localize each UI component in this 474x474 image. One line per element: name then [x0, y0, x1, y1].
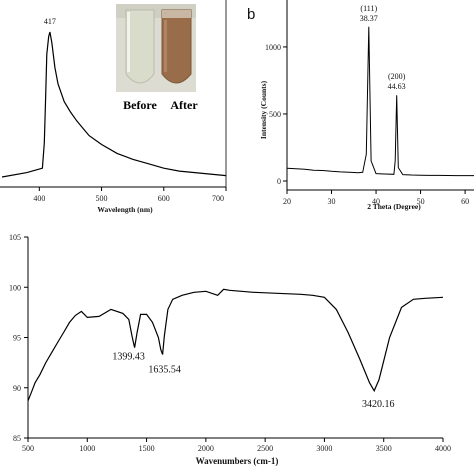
- ftir-y-tick-label: 90: [13, 384, 21, 393]
- ftir-x-tick-label: 500: [22, 444, 34, 453]
- ftir-x-tick-label: 3000: [316, 444, 332, 453]
- uvvis-peak-label: 417: [44, 17, 56, 26]
- xrd-panel-tag: b: [247, 6, 255, 23]
- xrd-x-tick-label: 20: [283, 197, 291, 206]
- tube-before: [125, 9, 155, 84]
- xrd-peak-angle-label: 38.37: [360, 14, 378, 23]
- ftir-y-tick-label: 100: [9, 283, 21, 292]
- xrd-peak-index-label: (200): [388, 72, 406, 81]
- ftir-peak-label: 1399.43: [112, 352, 145, 363]
- inset-photo: [116, 4, 196, 92]
- ftir-x-tick-label: 4000: [435, 444, 451, 453]
- xrd-y-tick-label: 1000: [265, 43, 281, 52]
- uvvis-panel: 400 500 600 700 417 Wavelength (nm) Before …: [0, 0, 227, 214]
- uvvis-x-tick-label: 500: [96, 194, 108, 203]
- xrd-panel: b 20 30 40 50 60 0 500 1000 (111)38.37 (200)44.6…: [240, 0, 474, 221]
- uvvis-x-tick-label: 600: [158, 194, 170, 203]
- tube-before-highlight: [127, 12, 130, 72]
- before-label: Before: [123, 98, 157, 112]
- ftir-y-tick-label: 105: [9, 233, 21, 242]
- ftir-panel: 500 1000 1500 2000 2500 3000 3500 4000 85 90 95 100…: [0, 229, 474, 474]
- ftir-x-tick-label: 1500: [139, 444, 155, 453]
- uvvis-x-axis-label: Wavelength (nm): [97, 205, 153, 214]
- xrd-pattern-line: [286, 26, 474, 177]
- xrd-y-axis-label: Intensity (Counts): [259, 80, 268, 139]
- xrd-y-tick-label: 500: [269, 110, 281, 119]
- tube-after-cap: [162, 10, 191, 18]
- xrd-peak-index-label: (111): [360, 4, 377, 13]
- xrd-x-tick-label: 30: [328, 197, 336, 206]
- tube-after-highlight: [164, 20, 167, 72]
- ftir-spectrum-line: [27, 288, 444, 402]
- xrd-y-tick-label: 0: [277, 177, 281, 186]
- xrd-x-tick-label: 40: [372, 197, 380, 206]
- ftir-peak-label: 1635.54: [148, 365, 181, 376]
- xrd-x-tick-label: 60: [461, 197, 469, 206]
- ftir-y-tick-label: 85: [13, 434, 21, 443]
- ftir-x-tick-label: 1000: [79, 444, 95, 453]
- xrd-x-tick-label: 50: [417, 197, 425, 206]
- uvvis-x-tick-label: 700: [212, 194, 224, 203]
- ftir-y-tick-label: 95: [13, 334, 21, 343]
- uvvis-x-tick-label: 400: [33, 194, 45, 203]
- xrd-x-axis-label: 2 Theta (Degree): [367, 202, 421, 211]
- ftir-x-tick-label: 2000: [198, 444, 214, 453]
- ftir-x-axis-label: Wavenumbers (cm-1): [196, 456, 279, 466]
- xrd-panel-bg: [240, 0, 474, 221]
- after-label: After: [170, 98, 198, 112]
- uvvis-spectrum-line: [1, 31, 227, 178]
- tube-after: [161, 9, 192, 84]
- ftir-panel-bg: [0, 229, 474, 474]
- ftir-peak-label: 3420.16: [362, 399, 395, 410]
- ftir-x-tick-label: 2500: [257, 444, 273, 453]
- xrd-peak-angle-label: 44.63: [388, 82, 406, 91]
- ftir-x-tick-label: 3500: [376, 444, 392, 453]
